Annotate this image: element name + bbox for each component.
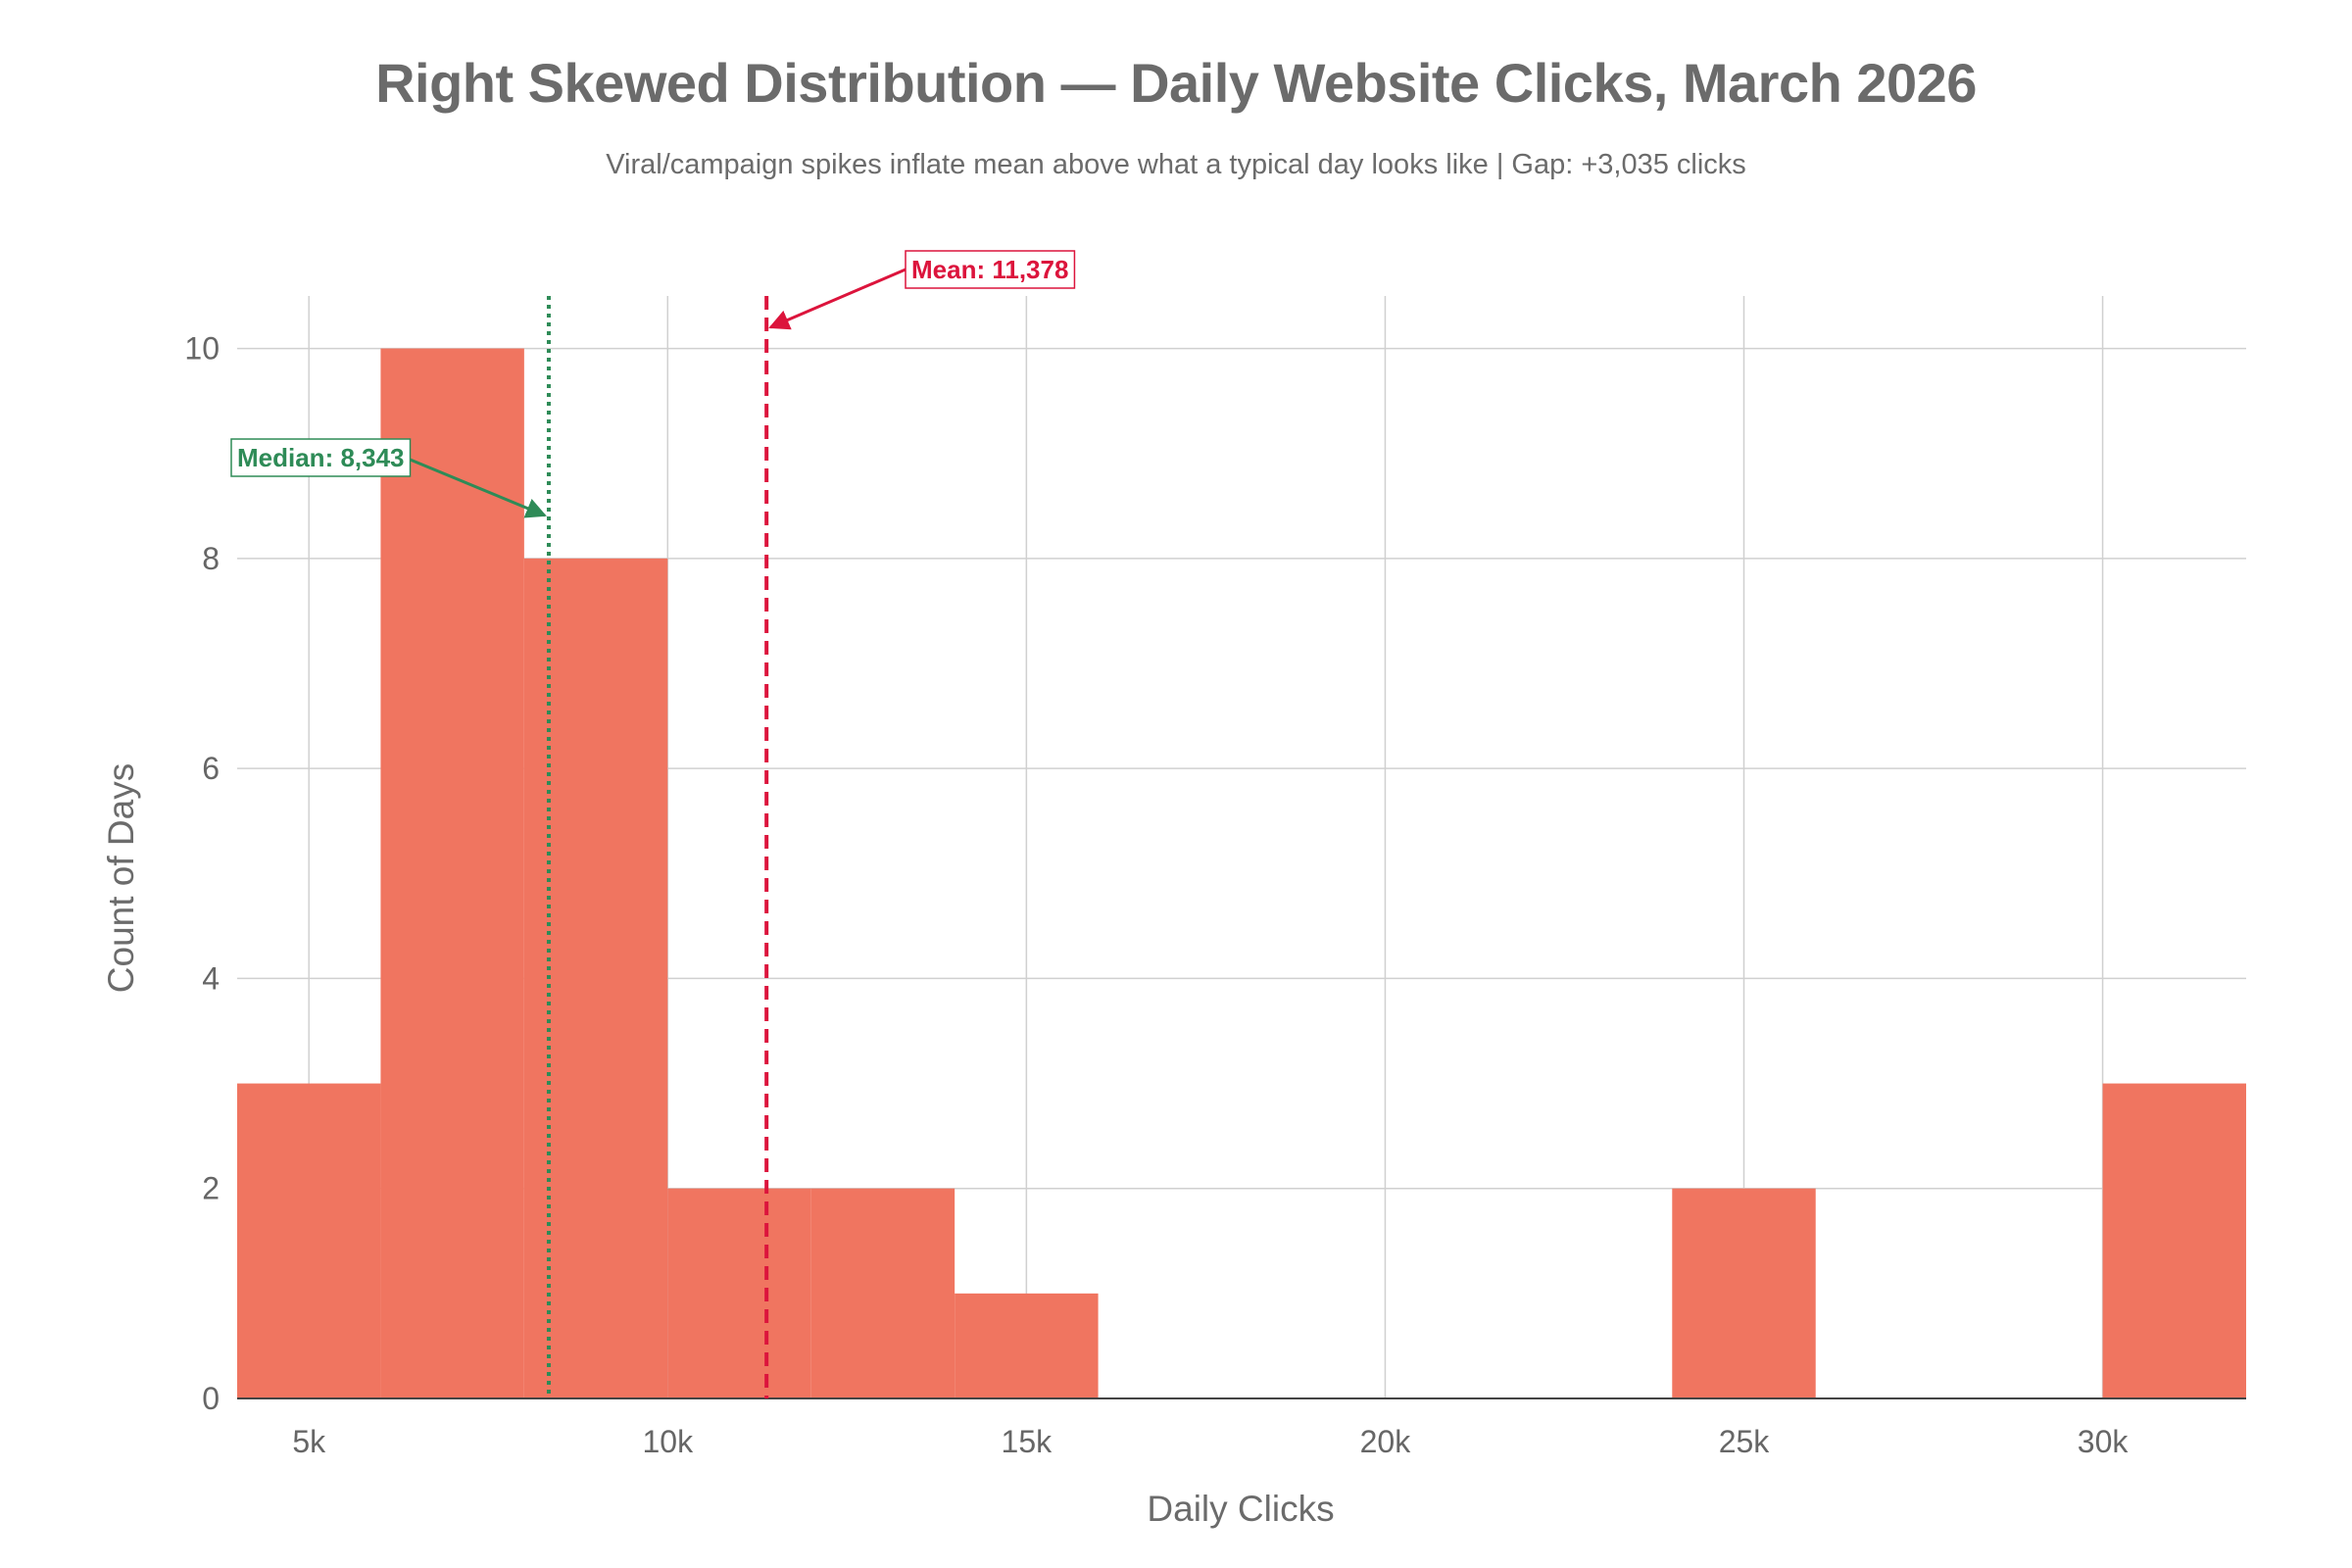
histogram-bar-6 xyxy=(1672,1188,1816,1398)
median-annotation-box xyxy=(230,438,412,477)
histogram-bar-2 xyxy=(523,558,668,1398)
axis-layer: 5k 10k 15k 20k 25k 30k 0 2 4 6 8 10 xyxy=(184,331,2246,1459)
y-tick-label-5: 10 xyxy=(184,331,220,367)
mean-annotation-label: Mean: 11,378 xyxy=(911,255,1068,284)
y-tick-label-0: 0 xyxy=(202,1381,220,1416)
mean-annotation-box xyxy=(905,250,1076,289)
x-tick-label-3: 20k xyxy=(1360,1424,1412,1459)
bars-layer xyxy=(237,348,2246,1399)
x-tick-label-5: 30k xyxy=(2078,1424,2130,1459)
chart-subtitle: Viral/campaign spikes inflate mean above… xyxy=(606,149,1746,180)
histogram-bar-7 xyxy=(2102,1083,2246,1398)
median-annotation-label: Median: 8,343 xyxy=(237,443,405,472)
histogram-bar-3 xyxy=(667,1188,811,1398)
x-axis-title: Daily Clicks xyxy=(1147,1489,1334,1529)
histogram-bar-0 xyxy=(237,1083,381,1398)
mean-annotation-arrow xyxy=(768,268,906,330)
histogram-bar-4 xyxy=(810,1188,956,1398)
histogram-bar-1 xyxy=(380,348,524,1399)
x-tick-label-4: 25k xyxy=(1719,1424,1771,1459)
y-tick-label-1: 2 xyxy=(202,1171,220,1206)
reference-lines-layer xyxy=(546,296,769,1398)
y-tick-label-2: 4 xyxy=(202,960,220,996)
x-tick-label-1: 10k xyxy=(642,1424,694,1459)
x-tick-label-2: 15k xyxy=(1002,1424,1054,1459)
chart-title: Right Skewed Distribution — Daily Websit… xyxy=(375,52,1977,114)
median-annotation-arrow xyxy=(409,458,547,518)
y-axis-title: Count of Days xyxy=(101,763,141,993)
x-tick-label-0: 5k xyxy=(292,1424,326,1459)
y-tick-label-3: 6 xyxy=(202,751,220,786)
histogram-bar-5 xyxy=(955,1293,1099,1398)
y-tick-label-4: 8 xyxy=(202,541,220,576)
annotations-layer: Median: 8,343 Mean: 11,378 xyxy=(230,250,1076,518)
